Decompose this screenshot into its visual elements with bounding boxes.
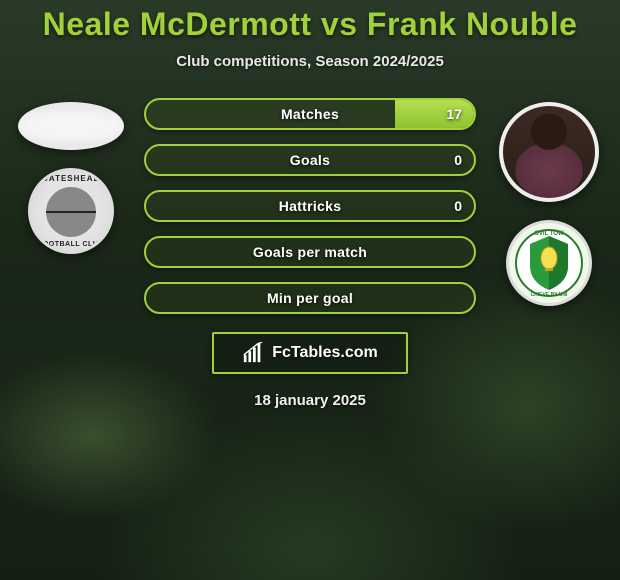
right-club-text-top: OVIL TOW — [534, 231, 564, 237]
comparison-row: GATESHEAD FOOTBALL CLUB Matches17Goals0H… — [0, 98, 620, 314]
brand-text: FcTables.com — [272, 344, 378, 362]
stat-bar: Hattricks0 — [144, 190, 476, 222]
stat-bar: Goals per match — [144, 236, 476, 268]
left-player-avatar — [18, 102, 124, 150]
stat-label: Min per goal — [146, 284, 474, 312]
left-column: GATESHEAD FOOTBALL CLUB — [16, 98, 126, 254]
stat-label: Goals — [146, 146, 474, 174]
left-club-badge: GATESHEAD FOOTBALL CLUB — [28, 168, 114, 254]
stat-bars: Matches17Goals0Hattricks0Goals per match… — [144, 98, 476, 314]
stat-label: Hattricks — [146, 192, 474, 220]
stat-label: Matches — [146, 100, 474, 128]
stat-value-right: 0 — [454, 146, 462, 174]
stat-bar: Min per goal — [144, 282, 476, 314]
left-club-name-top: GATESHEAD — [42, 174, 101, 183]
page-title: Neale McDermott vs Frank Nouble — [43, 6, 578, 43]
chart-icon — [242, 342, 264, 364]
stat-value-right: 17 — [446, 100, 462, 128]
right-club-text-bottom: CHIEVE BY UNI — [531, 292, 568, 298]
right-club-crest-icon: OVIL TOW CHIEVE BY UNI — [514, 228, 584, 298]
right-player-avatar — [499, 102, 599, 202]
stat-bar: Matches17 — [144, 98, 476, 130]
brand-box: FcTables.com — [212, 332, 408, 374]
left-club-name-bottom: FOOTBALL CLUB — [38, 241, 104, 248]
stat-bar: Goals0 — [144, 144, 476, 176]
right-club-badge: OVIL TOW CHIEVE BY UNI — [506, 220, 592, 306]
stat-value-right: 0 — [454, 192, 462, 220]
card: Neale McDermott vs Frank Nouble Club com… — [0, 0, 620, 580]
date: 18 january 2025 — [254, 392, 366, 409]
stat-label: Goals per match — [146, 238, 474, 266]
subtitle: Club competitions, Season 2024/2025 — [176, 53, 444, 70]
right-column: OVIL TOW CHIEVE BY UNI — [494, 98, 604, 306]
